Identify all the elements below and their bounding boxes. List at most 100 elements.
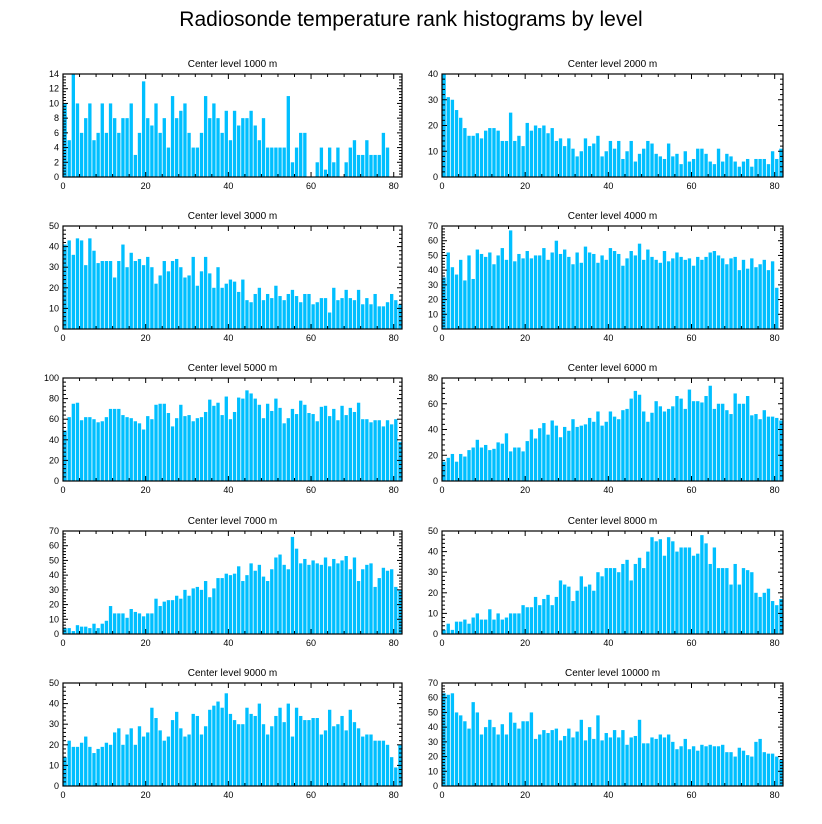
bar (361, 304, 365, 329)
bar (446, 623, 450, 634)
bar (71, 403, 75, 481)
bar (766, 753, 771, 786)
bar (303, 293, 307, 329)
bar (356, 728, 361, 786)
bar (708, 252, 712, 329)
bar (208, 273, 212, 329)
panel-8: Center level 8000 m 0 20 40 60 80 0 10 20 30 40 50 (428, 516, 784, 648)
bar (704, 746, 708, 786)
bar (450, 267, 455, 329)
bar (282, 722, 286, 786)
bar (220, 578, 224, 634)
bar (529, 429, 534, 481)
panel-title: Center level 10000 m (565, 668, 660, 679)
bar (587, 146, 592, 177)
bar (216, 578, 220, 634)
bar (340, 560, 344, 634)
bar (381, 567, 386, 634)
bar (691, 401, 696, 481)
bar (373, 740, 377, 786)
bar (708, 385, 712, 481)
bar (199, 271, 204, 329)
bar (257, 404, 262, 481)
bar (513, 447, 517, 481)
bar (617, 737, 621, 786)
bar (381, 740, 386, 786)
bar (232, 281, 237, 329)
bar (554, 728, 559, 786)
plot-frame (62, 530, 403, 635)
bar (336, 724, 340, 786)
bar (278, 554, 282, 634)
bar (550, 128, 554, 177)
bar (315, 563, 319, 634)
bar (733, 256, 737, 329)
bar (183, 736, 187, 786)
bar (754, 158, 758, 177)
bar (650, 537, 654, 634)
bar (637, 153, 642, 177)
bar (675, 252, 679, 329)
bar (241, 279, 245, 329)
bar (479, 619, 484, 634)
bar (696, 750, 700, 786)
bar (385, 420, 390, 481)
bar (232, 411, 237, 481)
bar (745, 755, 750, 786)
bar (356, 402, 361, 481)
bar (352, 557, 357, 634)
y-tick-label: 70 (49, 526, 59, 536)
bar (712, 251, 717, 329)
bar (662, 158, 667, 177)
bar (625, 408, 629, 481)
y-tick-label: 40 (428, 265, 438, 275)
bar (608, 411, 613, 481)
bar (150, 419, 154, 481)
bar (71, 74, 75, 177)
bar (203, 96, 208, 177)
bar (758, 264, 762, 329)
bar (179, 267, 183, 329)
bar (327, 416, 332, 481)
bar (241, 581, 245, 634)
bar (621, 563, 625, 634)
y-tick-label: 10 (49, 98, 59, 108)
y-tick-label: 30 (49, 585, 59, 595)
bar (237, 566, 241, 634)
bar (133, 261, 138, 329)
bar (575, 156, 579, 177)
bar (716, 746, 721, 786)
bar (712, 408, 717, 481)
bar (290, 162, 295, 177)
bar (762, 592, 766, 634)
panel-title: Center level 8000 m (568, 516, 658, 527)
bar (488, 252, 492, 329)
bar (137, 613, 142, 634)
bar (754, 267, 758, 329)
x-tick-label: 20 (141, 181, 151, 191)
bar (467, 623, 471, 634)
bar (750, 258, 754, 329)
bar (625, 744, 629, 786)
bar (642, 568, 646, 634)
bar (554, 140, 559, 177)
bar (79, 132, 84, 177)
bar (249, 302, 253, 329)
bar (721, 258, 725, 329)
bar (92, 250, 96, 329)
y-tick-label: 30 (428, 567, 438, 577)
y-tick-label: 0 (433, 629, 438, 639)
bar (307, 293, 311, 329)
bar (779, 598, 783, 634)
bar (492, 128, 496, 177)
bar (311, 304, 315, 329)
bar (483, 619, 488, 634)
bar (79, 420, 84, 481)
bar (67, 417, 71, 481)
bar (504, 617, 509, 634)
bar (567, 138, 571, 178)
y-tick-label: 60 (49, 541, 59, 551)
bar (344, 730, 348, 786)
bar (513, 261, 517, 329)
bar (700, 148, 704, 177)
